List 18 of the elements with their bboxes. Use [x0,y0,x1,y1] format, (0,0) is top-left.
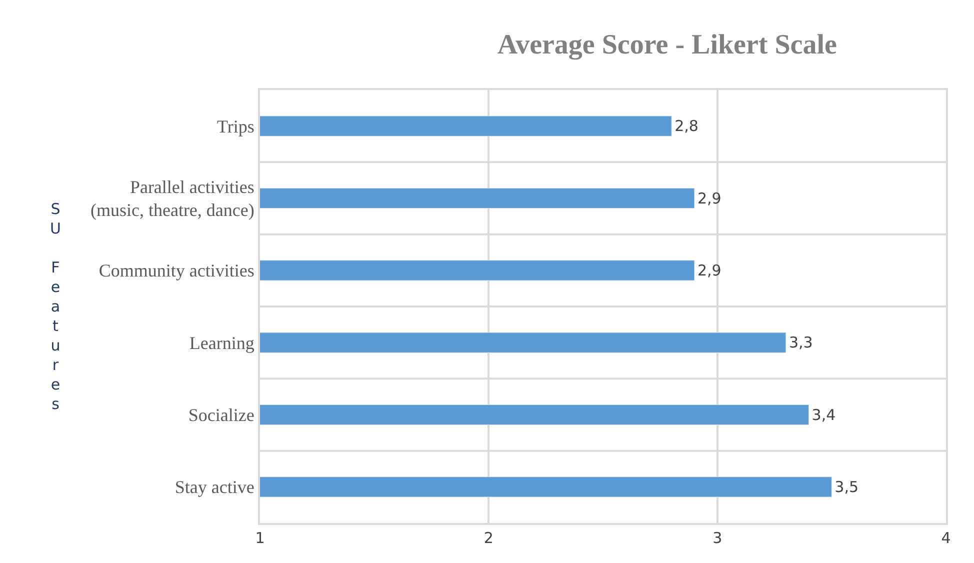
y-tick-label: Community activities [98,260,254,281]
x-tick-label: 4 [941,529,951,547]
data-label: 3,4 [812,406,836,424]
data-label: 2,9 [697,189,722,208]
y-tick-label: Parallel activities (music, theatre, dance) [90,176,254,220]
x-tick-label: 2 [484,529,494,547]
y-tick-label: Stay active [174,477,254,498]
x-tick-label: 3 [712,529,722,547]
text: SU Features [50,200,61,413]
data-label: 2,9 [697,261,722,280]
y-tick-label: Socialize [188,405,254,426]
chart-title: Average Score - Likert Scale [497,29,837,60]
x-tick-label: 1 [255,529,265,547]
y-tick-label: Learning [189,332,254,353]
data-label: 2,8 [674,117,698,136]
data-label: 3,5 [834,478,859,496]
y-tick-label: Trips [217,116,254,136]
data-label: 3,3 [788,334,813,352]
